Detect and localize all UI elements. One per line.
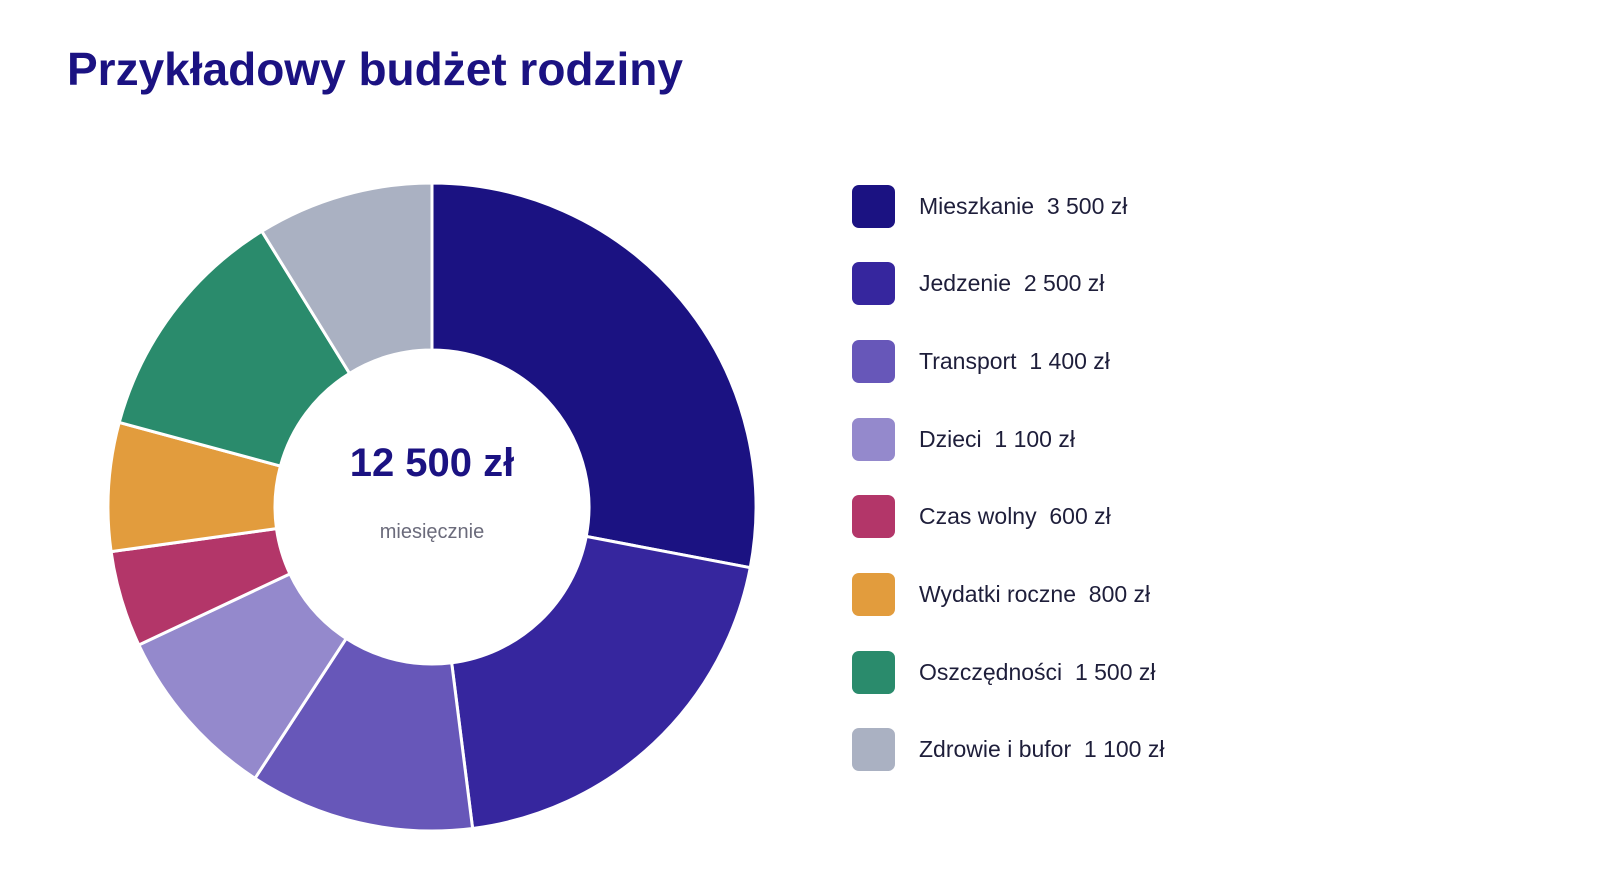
legend-value: 1 500 zł [1074, 658, 1156, 685]
chart-legend: Mieszkanie 3 500 zł Jedzenie 2 500 zł Tran… [852, 184, 1164, 806]
slice-oszczędności [117, 229, 352, 468]
legend-value: 1 400 zł [1029, 347, 1110, 374]
legend-value: 3 500 zł [1046, 192, 1128, 219]
legend-category: Oszczędności [919, 658, 1063, 685]
legend-item: Wydatki roczne 800 zł [852, 572, 1164, 616]
legend-label: Mieszkanie 3 500 zł [919, 193, 1127, 220]
slice-mieszkanie [430, 181, 758, 570]
legend-item: Dzieci 1 100 zł [852, 417, 1164, 461]
legend-value: 800 zł [1088, 580, 1151, 607]
legend-item: Oszczędności 1 500 zł [852, 650, 1164, 694]
legend-category: Wydatki roczne [919, 580, 1077, 607]
legend-swatch [852, 495, 895, 539]
legend-label: Oszczędności 1 500 zł [919, 659, 1156, 686]
legend-item: Czas wolny 600 zł [852, 495, 1164, 539]
legend-category: Mieszkanie [919, 192, 1035, 219]
legend-item: Mieszkanie 3 500 zł [852, 184, 1164, 228]
legend-label: Zdrowie i bufor 1 100 zł [919, 736, 1164, 763]
legend-swatch [852, 184, 895, 228]
legend-swatch [852, 728, 895, 772]
page-title: Przykładowy budżet rodziny [67, 43, 683, 95]
legend-swatch [852, 262, 895, 306]
legend-label: Wydatki roczne 800 zł [919, 581, 1150, 608]
legend-swatch [852, 339, 895, 383]
legend-label: Dzieci 1 100 zł [919, 426, 1075, 453]
legend-value: 600 zł [1049, 503, 1111, 530]
legend-swatch [852, 572, 895, 616]
legend-value: 1 100 zł [994, 425, 1075, 452]
legend-category: Dzieci [919, 425, 982, 452]
legend-value: 1 100 zł [1083, 736, 1165, 763]
legend-category: Czas wolny [919, 503, 1037, 530]
legend-item: Transport 1 400 zł [852, 339, 1164, 383]
legend-category: Jedzenie [919, 270, 1012, 297]
legend-label: Jedzenie 2 500 zł [919, 270, 1104, 297]
slice-jedzenie [450, 534, 753, 831]
legend-swatch [852, 417, 895, 461]
legend-category: Zdrowie i bufor [919, 736, 1072, 763]
legend-item: Zdrowie i bufor 1 100 zł [852, 728, 1164, 772]
legend-label: Czas wolny 600 zł [919, 503, 1111, 530]
legend-label: Transport 1 400 zł [919, 348, 1110, 375]
slice-transport [252, 636, 475, 833]
slice-zdrowie-i-bufor [259, 181, 434, 376]
center-sublabel: miesięcznie [380, 521, 484, 543]
donut-slices [106, 181, 758, 833]
legend-item: Jedzenie 2 500 zł [852, 262, 1164, 306]
legend-category: Transport [919, 347, 1017, 374]
legend-value: 2 500 zł [1023, 270, 1105, 297]
center-total-label: 12 500 zł [350, 441, 515, 485]
legend-swatch [852, 650, 895, 694]
